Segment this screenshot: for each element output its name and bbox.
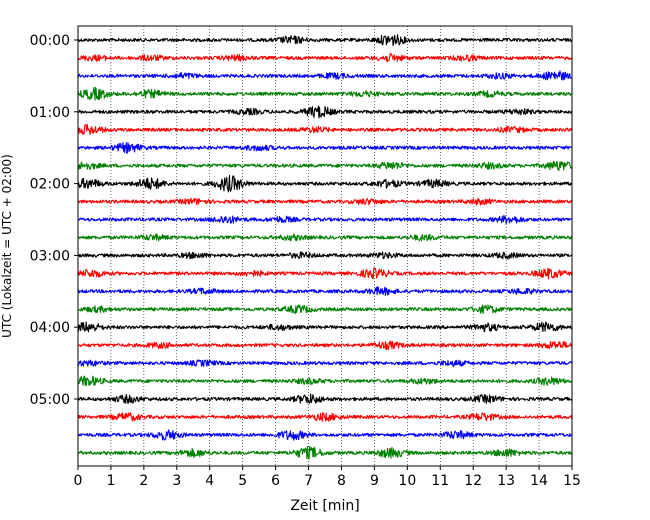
x-tick-label: 7 (304, 473, 313, 489)
trace-0300 (77, 251, 573, 260)
x-tick-label: 11 (431, 473, 449, 489)
trace-0330 (77, 286, 573, 297)
trace-0500 (77, 393, 573, 405)
traces-layer (77, 34, 573, 460)
x-tick-label: 1 (106, 473, 115, 489)
trace-0415 (77, 340, 573, 351)
trace-0530 (77, 429, 573, 441)
trace-0145 (77, 160, 573, 172)
trace-0315 (77, 267, 573, 280)
trace-0245 (77, 233, 573, 242)
trace-0445 (77, 375, 573, 387)
trace-0115 (77, 123, 573, 136)
x-tick-label: 10 (398, 473, 416, 489)
trace-0130 (77, 142, 573, 154)
x-tick-label: 9 (370, 473, 379, 489)
trace-0215 (77, 197, 573, 206)
axes-frame (77, 25, 573, 467)
x-tick-label: 14 (530, 473, 548, 489)
trace-0230 (77, 214, 573, 225)
y-tick-label: 03:00 (30, 248, 70, 264)
x-ticks: 0 1 2 3 4 5 6 7 8 9 10 11 12 13 14 15 (74, 466, 581, 489)
trace-0045 (77, 86, 573, 101)
x-tick-label: 0 (74, 473, 83, 489)
x-tick-label: 12 (464, 473, 482, 489)
trace-0200 (77, 174, 573, 193)
y-tick-label: 02:00 (30, 177, 70, 193)
x-tick-label: 8 (337, 473, 346, 489)
x-axis-label: Zeit [min] (290, 498, 359, 514)
grid-layer (110, 26, 540, 466)
trace-0345 (77, 304, 573, 315)
x-tick-label: 3 (172, 473, 181, 489)
trace-0515 (77, 412, 573, 422)
trace-0430 (77, 359, 573, 368)
trace-0015 (77, 52, 573, 63)
x-tick-label: 2 (139, 473, 148, 489)
x-tick-label: 5 (238, 473, 247, 489)
x-tick-label: 6 (271, 473, 280, 489)
trace-0400 (77, 321, 573, 333)
y-tick-label: 00:00 (30, 33, 70, 49)
x-tick-label: 4 (205, 473, 214, 489)
y-tick-label: 04:00 (30, 320, 70, 336)
trace-0100 (77, 105, 573, 119)
x-tick-label: 13 (497, 473, 515, 489)
trace-0030 (77, 70, 573, 81)
trace-0545 (77, 445, 573, 460)
y-axis-label: UTC (Lokalzeit = UTC + 02:00) (0, 154, 14, 338)
y-tick-label: 01:00 (30, 105, 70, 121)
x-tick-label: 15 (563, 473, 581, 489)
trace-0000 (77, 34, 573, 47)
y-tick-label: 05:00 (30, 392, 70, 408)
y-ticks: 00:00 01:00 02:00 03:00 04:00 05:00 (30, 33, 78, 408)
